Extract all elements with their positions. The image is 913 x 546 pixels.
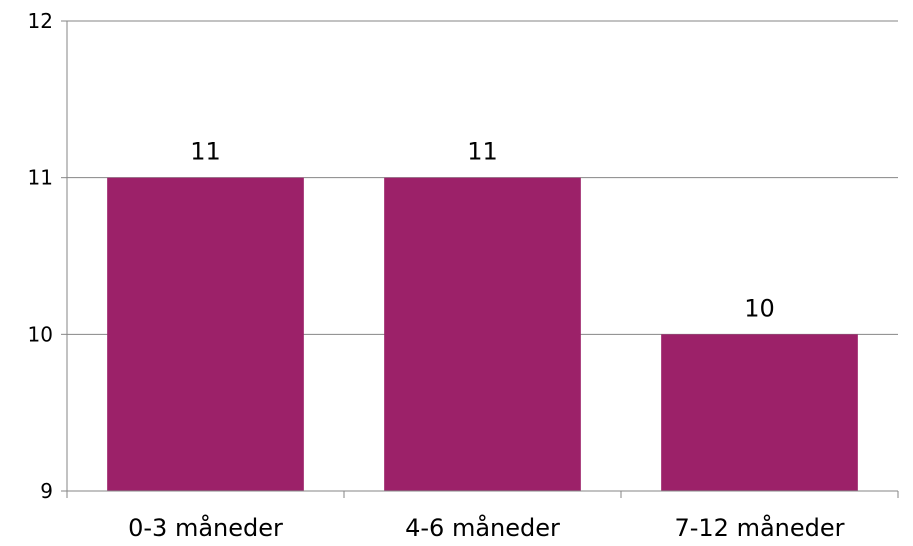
bars (107, 177, 858, 491)
bar-2 (661, 334, 858, 491)
data-label-2: 10 (744, 294, 775, 322)
bar-0 (107, 177, 304, 491)
y-tick-label-0: 9 (40, 479, 53, 503)
data-label-0: 11 (190, 138, 221, 166)
y-tick-label-2: 11 (28, 166, 53, 190)
x-category-label-2: 7-12 måneder (674, 513, 844, 542)
y-tick-label-1: 10 (28, 322, 53, 346)
x-category-label-1: 4-6 måneder (405, 513, 560, 542)
x-category-label-0: 0-3 måneder (128, 513, 283, 542)
y-tick-label-3: 12 (28, 9, 53, 33)
labels: 9 10 11 12 11 0-3 måneder 11 4-6 måneder 10 7-12 … (28, 9, 845, 542)
axes (61, 20, 899, 498)
bar-1 (384, 177, 581, 491)
data-label-1: 11 (467, 138, 498, 166)
